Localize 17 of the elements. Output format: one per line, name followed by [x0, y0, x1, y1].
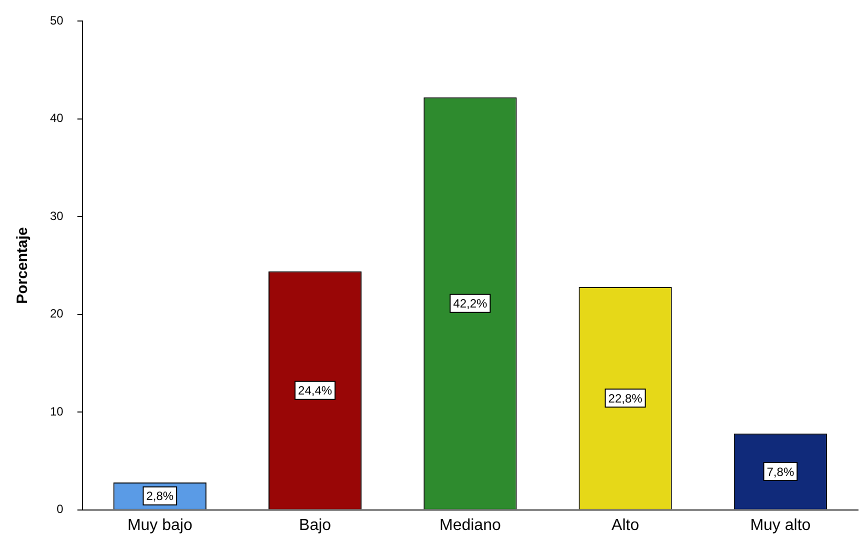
y-tick-label: 20: [50, 306, 64, 321]
data-label: 7,8%: [766, 464, 794, 479]
x-tick-label: Bajo: [299, 516, 332, 534]
data-label: 2,8%: [146, 489, 174, 504]
y-tick-label: 40: [50, 111, 64, 126]
x-tick-label: Alto: [612, 516, 640, 534]
data-label: 22,8%: [608, 391, 643, 406]
x-tick-label: Muy bajo: [127, 516, 192, 534]
y-tick-label: 10: [50, 404, 64, 418]
y-tick-label: 30: [50, 208, 64, 223]
data-label: 42,2%: [453, 296, 488, 311]
y-tick-label: 0: [56, 502, 64, 516]
y-axis-title: Porcentaje: [14, 227, 32, 304]
data-label: 24,4%: [298, 384, 332, 398]
y-tick-label: 50: [50, 14, 64, 28]
x-tick-label: Muy alto: [750, 516, 811, 534]
x-tick-label: Mediano: [439, 516, 501, 534]
